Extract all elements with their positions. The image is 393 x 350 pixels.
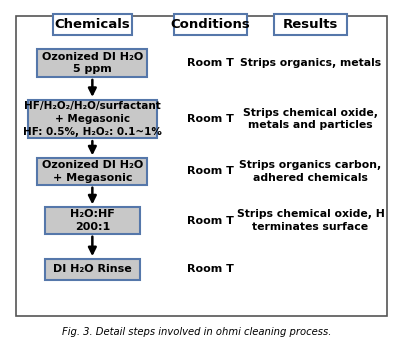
Text: Fig. 3. Detail steps involved in ohmi cleaning process.: Fig. 3. Detail steps involved in ohmi cl…: [62, 327, 331, 337]
Text: Strips chemical oxide,
metals and particles: Strips chemical oxide, metals and partic…: [243, 107, 378, 131]
Bar: [45, 207, 140, 234]
Bar: [37, 49, 147, 77]
Text: HF/H₂O₂/H₂O/surfactant
+ Megasonic
HF: 0.5%, H₂O₂: 0.1~1%: HF/H₂O₂/H₂O/surfactant + Megasonic HF: 0…: [23, 101, 162, 137]
Text: DI H₂O Rinse: DI H₂O Rinse: [53, 265, 132, 274]
Bar: [37, 158, 147, 185]
Text: Chemicals: Chemicals: [55, 18, 130, 31]
Bar: [28, 100, 157, 138]
Text: Room T: Room T: [187, 58, 234, 68]
Text: Room T: Room T: [187, 167, 234, 176]
Text: Strips organics carbon,
adhered chemicals: Strips organics carbon, adhered chemical…: [239, 160, 382, 183]
Bar: [16, 16, 387, 316]
Text: Room T: Room T: [187, 114, 234, 124]
Bar: [274, 14, 347, 35]
Text: Strips organics, metals: Strips organics, metals: [240, 58, 381, 68]
Text: Results: Results: [283, 18, 338, 31]
Bar: [53, 14, 132, 35]
Text: Room T: Room T: [187, 216, 234, 225]
Text: Strips chemical oxide, H
terminates surface: Strips chemical oxide, H terminates surf…: [237, 209, 384, 232]
Text: Conditions: Conditions: [171, 18, 250, 31]
Bar: [174, 14, 247, 35]
Text: Ozonized DI H₂O
+ Megasonic: Ozonized DI H₂O + Megasonic: [42, 160, 143, 183]
Bar: [45, 259, 140, 280]
Text: Ozonized DI H₂O
5 ppm: Ozonized DI H₂O 5 ppm: [42, 51, 143, 75]
Text: H₂O:HF
200:1: H₂O:HF 200:1: [70, 209, 115, 232]
Text: Room T: Room T: [187, 265, 234, 274]
